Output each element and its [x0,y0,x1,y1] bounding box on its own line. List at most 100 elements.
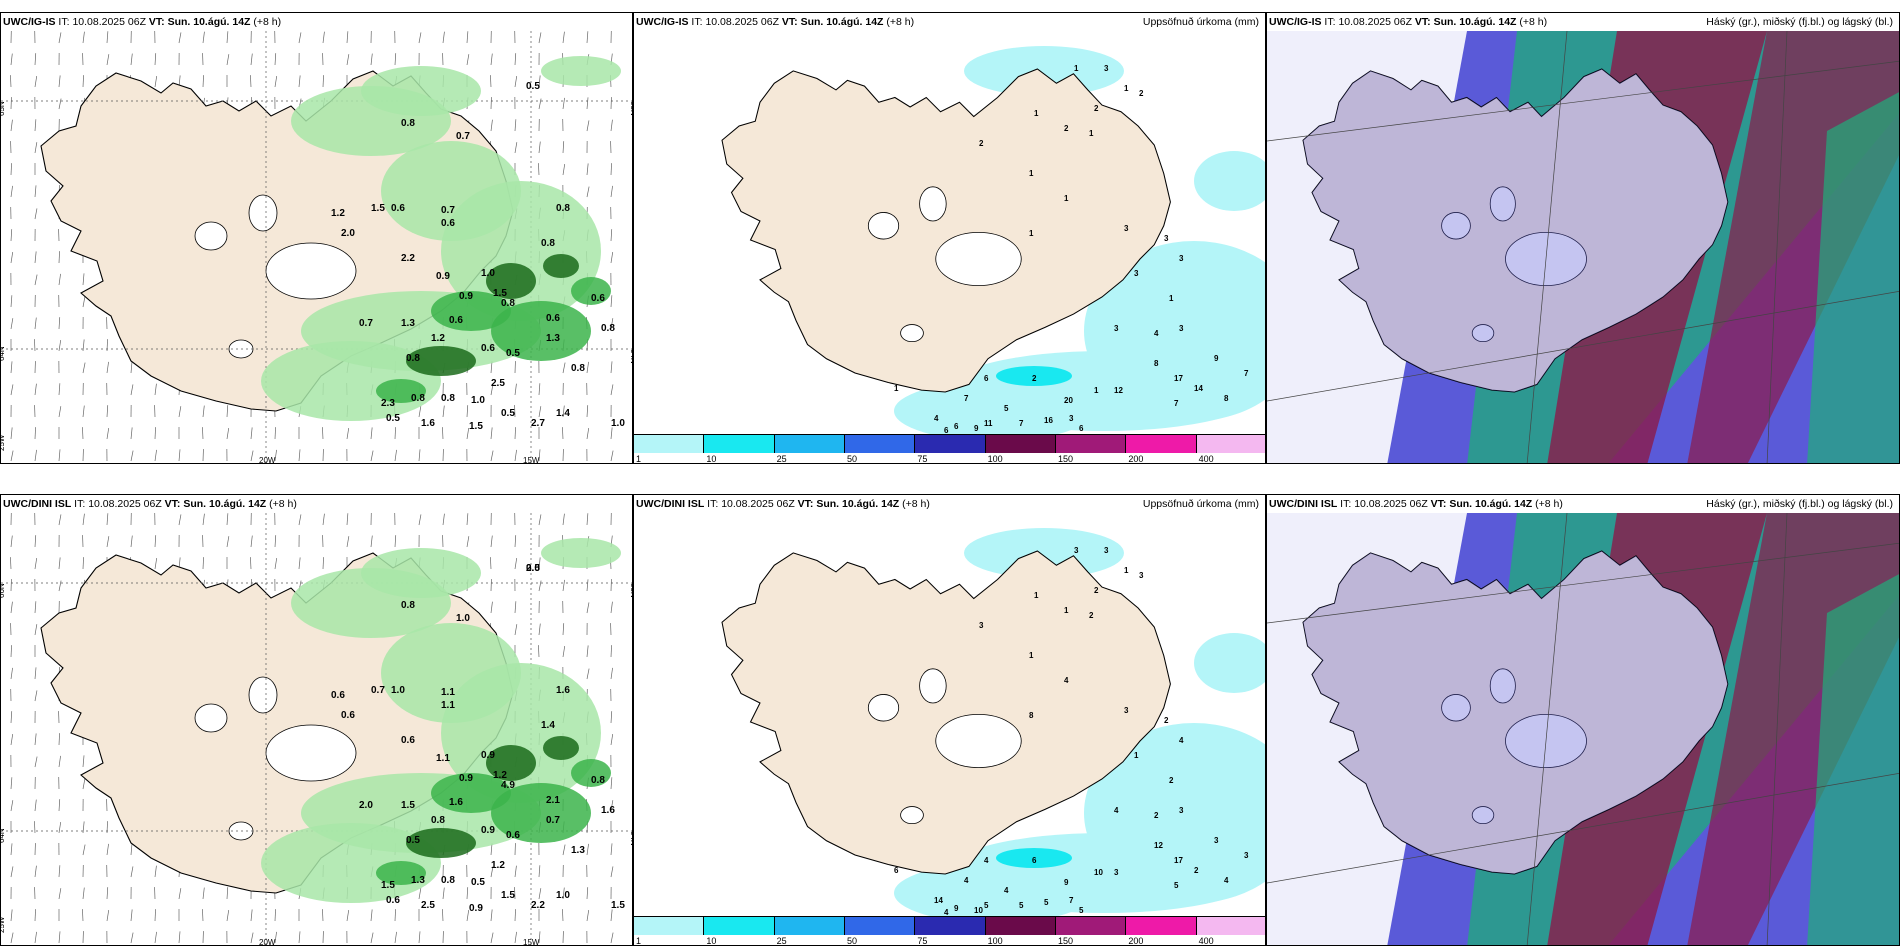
precip-area [996,366,1072,386]
accum-value-label: 3 [1114,868,1119,877]
accum-value-label: 6 [894,866,899,875]
model-name: UWC/DINI ISL [3,498,72,510]
precip-value-label: 1.2 [331,208,345,219]
precip-value-label: 0.6 [591,293,605,304]
colorbar-tick: 50 [847,454,858,464]
precip-area [894,381,1094,437]
colorbar-tick: 400 [1198,454,1214,464]
precip-area [491,783,591,843]
accum-value-label: 5 [984,901,989,910]
precip-value-label: 0.6 [546,313,560,324]
accum-value-label: 9 [974,424,979,433]
colorbar-swatch [1126,917,1197,935]
precip-value-label: 0.5 [506,348,520,359]
accum-value-label: 1 [1029,229,1034,238]
iceland-landmass [721,550,1171,875]
accum-value-label: 5 [1019,901,1024,910]
precip-value-label: 0.5 [526,563,540,574]
colorbar-swatch [1196,917,1265,935]
colorbar-tick: 400 [1198,936,1214,946]
accum-value-label: 6 [1079,424,1084,433]
accum-value-label: 3 [1069,414,1074,423]
colorbar-tick: 1 [636,936,642,946]
iceland-landmass [1302,68,1729,393]
accum-value-label: 3 [1139,571,1144,580]
accum-value-label: 17 [1174,856,1183,865]
colorbar-swatch [915,917,986,935]
precip-value-label: 0.6 [449,315,463,326]
precip-area [964,528,1124,578]
axis-label: 15W [523,938,540,946]
valid-time: VT: Sun. 10.ágú. 14Z [1414,16,1517,28]
colorbar-swatch [774,917,845,935]
axis-label: 64N [1,346,6,361]
colorbar-tick: 100 [987,936,1003,946]
accum-value-label: 9 [1064,878,1069,887]
accum-value-label: 1 [1134,751,1139,760]
accum-value-label: 3 [1074,546,1079,555]
precip-value-label: 1.0 [391,685,405,696]
panel-row2-accum-precip: UWC/DINI ISL IT: 10.08.2025 06Z VT: Sun.… [633,494,1266,946]
panel-title: Uppsöfnuð úrkoma (mm) [1142,16,1259,28]
precip-area [441,663,601,803]
glacier-vatnajokull [935,713,1022,768]
precip-value-label: 1.0 [611,418,625,429]
precip-value-label: 1.3 [571,845,585,856]
precip-value-label: 1.6 [449,797,463,808]
glacier-hofsjokull [919,668,947,704]
iceland-landmass [721,68,1171,393]
accum-value-label: 1 [1064,194,1069,203]
accum-value-label: 1 [1074,64,1079,73]
colorbar: 1 10 25 50 75 100 150 200 400 [634,434,1265,463]
accum-value-label: 6 [984,374,989,383]
precip-value-label: 1.5 [469,421,483,432]
model-name: UWC/IG-IS [636,16,689,28]
precip-value-label: 1.6 [601,805,615,816]
panel-header: UWC/IG-IS IT: 10.08.2025 06Z VT: Sun. 10… [3,16,282,28]
precip-value-label: 1.1 [441,700,455,711]
accum-value-label: 1 [1034,109,1039,118]
wind-precip-map: 0.5 0.8 0.7 1.2 2.0 1.5 0.6 0.7 0.6 0.8 0.8 2.2 0.9 1… [1,31,633,464]
precip-value-label: 0.9 [469,903,483,914]
accum-value-label: 2 [1169,776,1174,785]
glacier-vatnajokull [265,724,357,782]
precip-value-label: 1.0 [556,890,570,901]
issue-time: 10.08.2025 06Z [721,498,795,510]
precip-area [361,548,481,598]
colorbar-swatch [845,435,916,453]
precip-value-label: 0.8 [411,393,425,404]
precip-area [486,263,536,299]
accum-value-label: 3 [1214,836,1219,845]
accum-value-label: 2 [1089,611,1094,620]
accum-value-label: 1 [1169,294,1174,303]
precip-value-label: 4.9 [501,780,515,791]
precip-value-label: 0.5 [501,408,515,419]
valid-time: VT: Sun. 10.ágú. 14Z [1430,498,1533,510]
precip-area [431,773,511,813]
wind-precip-map: 0.5 0.8 1.0 0.6 0.6 0.7 1.0 1.1 1.1 1.6 1.4 0.6 1.1 0… [1,513,632,946]
glacier-hofsjokull [919,186,947,222]
precip-area [1194,151,1265,211]
accum-value-label: 1 [1029,651,1034,660]
accum-value-label: 4 [934,414,939,423]
accum-value-label: 3 [1124,706,1129,715]
colorbar: 1 10 25 50 75 100 150 200 400 [634,916,1265,945]
accum-value-label: 2 [1094,104,1099,113]
precip-value-label: 0.8 [441,875,455,886]
axis-label: 15W [523,456,540,464]
colorbar-swatch [845,917,916,935]
colorbar-tick: 150 [1058,936,1074,946]
precip-value-label: 0.9 [481,750,495,761]
panel-header: UWC/DINI ISL IT: 10.08.2025 06Z VT: Sun.… [636,498,930,510]
precip-value-label: 0.7 [441,205,455,216]
axis-label: 65N [629,101,633,116]
accum-value-label: 7 [1174,399,1179,408]
colorbar-swatch [1056,435,1127,453]
accum-value-label: 6 [1032,856,1037,865]
colorbar-swatch [1056,917,1127,935]
precip-area [406,828,476,858]
precip-value-label: 1.6 [421,418,435,429]
lead-time: (+8 h) [253,16,282,28]
precip-value-label: 0.6 [481,343,495,354]
colorbar-swatch [1196,435,1265,453]
